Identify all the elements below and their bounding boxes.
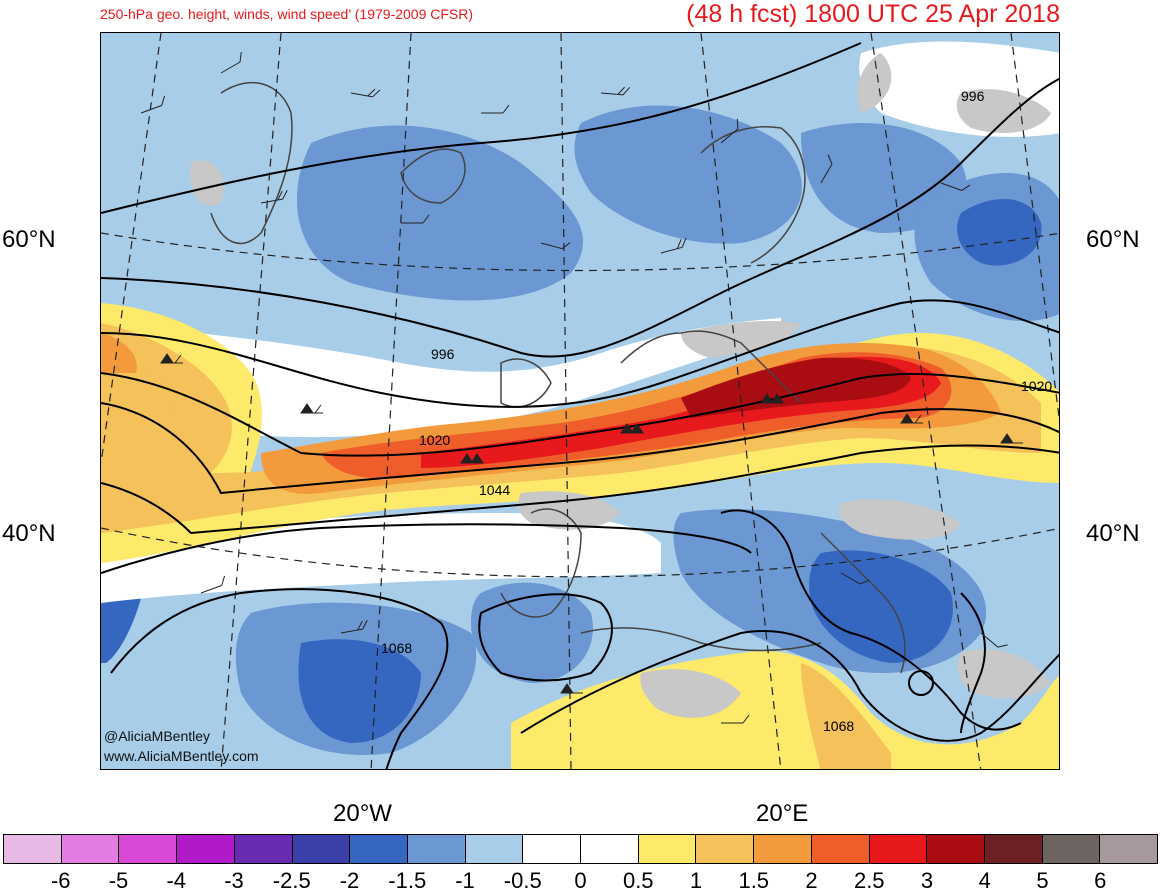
colorbar-swatch <box>234 835 293 863</box>
colorbar-swatch <box>61 835 120 863</box>
longitude-label: 20°E <box>756 800 809 827</box>
colorbar-tick-label: -4 <box>166 868 187 893</box>
colorbar-swatch <box>119 835 178 863</box>
colorbar-tick-label: -1.5 <box>388 868 427 893</box>
jet-stream-anomaly <box>101 303 1059 563</box>
colorbar-swatch <box>811 835 870 863</box>
colorbar-tick-label: 5 <box>1036 868 1049 893</box>
latitude-label-left: 60°N <box>2 226 56 253</box>
weather-map: 996 996 1020 1020 1044 1068 1068 <box>100 32 1060 770</box>
colorbar-tick-label: -6 <box>50 868 71 893</box>
colorbar-swatch <box>523 835 582 863</box>
wind-barbs <box>140 52 1023 724</box>
contour-label: 1020 <box>1021 378 1052 394</box>
colorbar-swatch <box>869 835 928 863</box>
colorbar-tick-label: 4 <box>978 868 991 893</box>
graticule <box>101 33 1059 769</box>
colorbar-swatch <box>465 835 524 863</box>
colorbar-tick-label: 0.5 <box>622 868 654 893</box>
colorbar-swatch <box>1100 835 1158 863</box>
colorbar-swatch <box>350 835 408 863</box>
longitude-label: 20°W <box>333 800 392 827</box>
credit-website: www.AliciaMBentley.com <box>104 748 259 764</box>
forecast-time-title: (48 h fcst) 1800 UTC 25 Apr 2018 <box>686 0 1060 28</box>
contour-label: 996 <box>431 346 455 362</box>
colorbar-swatch <box>407 835 466 863</box>
contour-label: 1044 <box>479 482 510 498</box>
colorbar-tick-label: 1 <box>689 868 703 893</box>
colorbar-swatch <box>638 835 697 863</box>
colorbar-swatch <box>754 835 812 863</box>
contour-labels: 996 996 1020 1020 1044 1068 1068 <box>381 88 1052 734</box>
negative-anomaly-regions <box>101 105 1059 755</box>
colorbar-tick-label: 3 <box>920 868 934 893</box>
latitude-label-left: 40°N <box>2 520 56 547</box>
colorbar <box>3 834 1158 864</box>
colorbar-tick-label: 0 <box>574 868 587 893</box>
colorbar-tick-label: -1 <box>455 868 475 893</box>
contour-label: 996 <box>961 88 985 104</box>
colorbar-swatch <box>177 835 235 863</box>
contour-label: 1068 <box>823 718 854 734</box>
contour-label: 1020 <box>419 432 450 448</box>
colorbar-swatch <box>581 835 639 863</box>
colorbar-tick-label: 1.5 <box>738 868 770 893</box>
southern-anomaly-core <box>801 663 891 769</box>
colorbar-tick-label: -5 <box>108 868 129 893</box>
colorbar-tick-label: 2 <box>805 868 818 893</box>
latitude-label-right: 60°N <box>1086 226 1140 253</box>
colorbar-swatch <box>292 835 351 863</box>
colorbar-tick-label: -0.5 <box>503 868 542 893</box>
neutral-band-north <box>101 318 781 438</box>
colorbar-swatch <box>1042 835 1101 863</box>
colorbar-tick-label: 6 <box>1094 868 1107 893</box>
map-canvas: 996 996 1020 1020 1044 1068 1068 <box>101 33 1059 769</box>
colorbar-swatch <box>696 835 755 863</box>
map-subtitle: 250-hPa geo. height, winds, wind speed’ … <box>100 6 474 22</box>
contour-label: 1068 <box>381 640 412 656</box>
credit-handle: @AliciaMBentley <box>104 728 211 744</box>
colorbar-tick-label: -2 <box>339 868 360 893</box>
colorbar-swatch <box>984 835 1043 863</box>
colorbar-tick-label: -3 <box>224 868 244 893</box>
colorbar-tick-label: -2.5 <box>272 868 311 893</box>
colorbar-swatch <box>927 835 985 863</box>
colorbar-tick-label: 2.5 <box>853 868 885 893</box>
height-contours <box>101 42 1059 769</box>
colorbar-swatch <box>4 835 62 863</box>
latitude-label-right: 40°N <box>1086 520 1140 547</box>
